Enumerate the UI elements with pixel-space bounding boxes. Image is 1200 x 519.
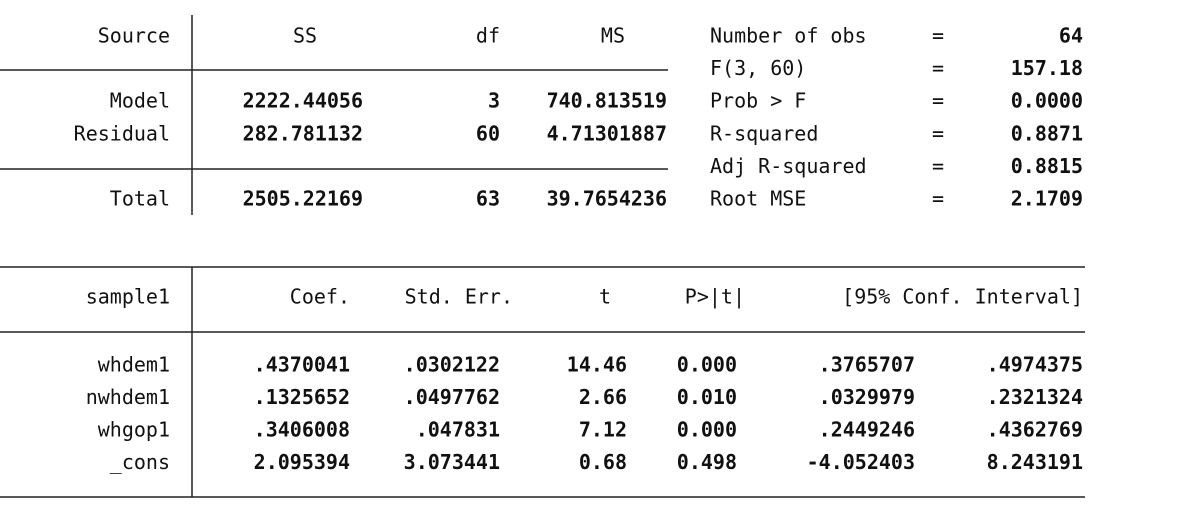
- coef-header: [95% Conf. Interval]: [842, 285, 1083, 309]
- coef-value: .4974375: [987, 353, 1083, 377]
- coef-value: .3406008: [254, 418, 350, 442]
- coef-value: 0.498: [677, 450, 737, 474]
- anova-value: 2222.44056: [243, 89, 363, 113]
- stat-label: Prob > F: [710, 89, 806, 113]
- anova-source: Total: [110, 187, 170, 211]
- coef-value: .4362769: [987, 418, 1083, 442]
- anova-value: 63: [476, 187, 500, 211]
- stat-label: Root MSE: [710, 187, 806, 211]
- coef-value: 3.073441: [404, 450, 500, 474]
- coef-header: Coef.: [290, 285, 350, 309]
- anova-header: MS: [601, 24, 625, 48]
- coef-value: 0.000: [677, 418, 737, 442]
- coef-value: 0.68: [579, 450, 627, 474]
- coef-header: t: [599, 285, 611, 309]
- stat-eq: =: [932, 24, 944, 48]
- coef-variable: nwhdem1: [86, 385, 170, 409]
- anova-value: 4.71301887: [547, 122, 667, 146]
- stat-eq: =: [932, 187, 944, 211]
- coef-value: 2.66: [579, 385, 627, 409]
- coef-value: .047831: [416, 418, 500, 442]
- coef-variable: _cons: [110, 450, 170, 474]
- coef-value: .1325652: [254, 385, 350, 409]
- stat-value: 0.8815: [1011, 154, 1083, 178]
- coef-value: .4370041: [254, 353, 350, 377]
- coef-header: sample1: [86, 285, 170, 309]
- anova-value: 60: [476, 122, 500, 146]
- coef-header: Std. Err.: [405, 285, 513, 309]
- anova-value: 740.813519: [547, 89, 667, 113]
- coef-value: -4.052403: [807, 450, 915, 474]
- coef-value: .0302122: [404, 353, 500, 377]
- stat-eq: =: [932, 89, 944, 113]
- stat-label: Adj R-squared: [710, 154, 867, 178]
- anova-header: SS: [293, 24, 317, 48]
- stat-value: 157.18: [1011, 56, 1083, 80]
- coef-value: 0.000: [677, 353, 737, 377]
- anova-header: df: [476, 24, 500, 48]
- coef-variable: whgop1: [98, 418, 170, 442]
- anova-source: Model: [110, 89, 170, 113]
- coef-value: .0497762: [404, 385, 500, 409]
- stat-value: 2.1709: [1011, 187, 1083, 211]
- coef-value: 14.46: [567, 353, 627, 377]
- anova-source: Residual: [74, 122, 170, 146]
- coef-value: .2449246: [819, 418, 915, 442]
- stat-label: R-squared: [710, 121, 818, 145]
- anova-value: 3: [488, 89, 500, 113]
- stat-label: F(3, 60): [710, 56, 806, 80]
- anova-value: 39.7654236: [547, 187, 667, 211]
- coef-value: .2321324: [987, 385, 1083, 409]
- stat-eq: =: [932, 154, 944, 178]
- coef-value: 7.12: [579, 418, 627, 442]
- anova-value: 2505.22169: [243, 187, 363, 211]
- anova-value: 282.781132: [243, 122, 363, 146]
- stat-value: 0.0000: [1011, 89, 1083, 113]
- stat-eq: =: [932, 56, 944, 80]
- coef-value: 8.243191: [987, 450, 1083, 474]
- coef-variable: whdem1: [98, 353, 170, 377]
- coef-value: .0329979: [819, 385, 915, 409]
- stat-label: Number of obs: [710, 24, 867, 48]
- coef-header: P>|t|: [685, 285, 745, 309]
- coef-value: 2.095394: [254, 450, 350, 474]
- stat-eq: =: [932, 121, 944, 145]
- coef-value: .3765707: [819, 353, 915, 377]
- anova-header: Source: [98, 24, 170, 48]
- stat-value: 0.8871: [1011, 121, 1083, 145]
- coef-value: 0.010: [677, 385, 737, 409]
- stat-value: 64: [1059, 24, 1083, 48]
